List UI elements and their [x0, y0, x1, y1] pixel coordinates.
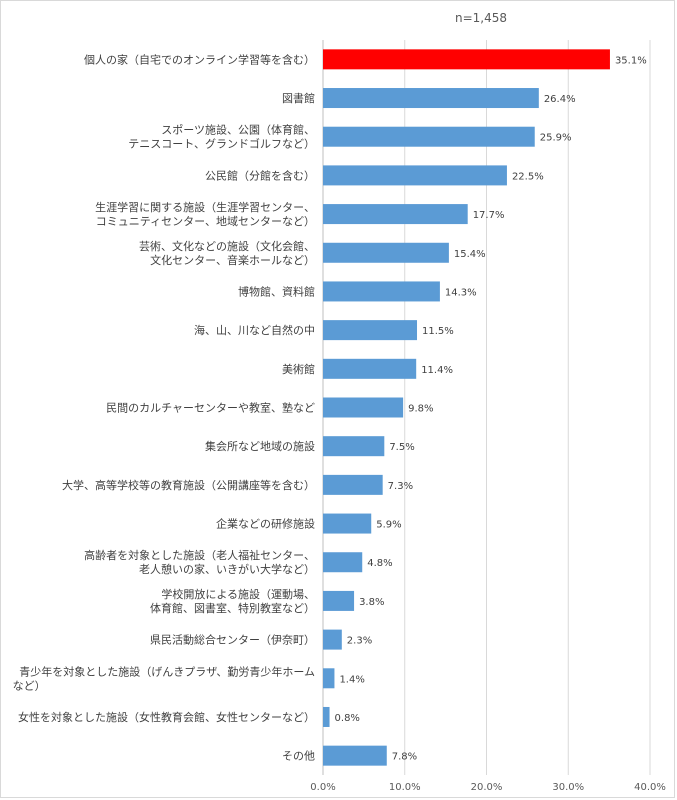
category-label: 県民活動総合センター（伊奈町） — [150, 633, 315, 647]
bar — [323, 358, 417, 379]
category-label: 生涯学習に関する施設（生涯学習センター、 — [95, 200, 315, 214]
data-label: 14.3% — [445, 287, 477, 298]
bar — [323, 745, 387, 766]
bar — [323, 397, 404, 418]
bar — [323, 204, 468, 225]
category-label: スポーツ施設、公園（体育館、 — [161, 123, 315, 137]
data-label: 0.8% — [335, 713, 360, 724]
data-label: 11.5% — [422, 326, 454, 337]
bar — [323, 513, 372, 534]
bar — [323, 590, 355, 611]
data-label: 11.4% — [421, 365, 453, 376]
category-label: 民間のカルチャーセンターや教室、塾など — [106, 401, 315, 415]
category-label: 海、山、川など自然の中 — [194, 323, 315, 337]
bar — [323, 281, 440, 302]
category-label: 高齢者を対象とした施設（老人福祉センター、 — [84, 548, 315, 562]
bars — [323, 49, 610, 766]
data-label: 35.1% — [615, 55, 647, 66]
x-tick-label: 40.0% — [634, 782, 666, 793]
bar — [323, 706, 330, 727]
category-label: 個人の家（自宅でのオンライン学習等を含む） — [84, 52, 315, 66]
data-label: 7.8% — [392, 752, 417, 763]
data-label: 25.9% — [540, 133, 572, 144]
data-label: 22.5% — [512, 171, 544, 182]
bar — [323, 242, 449, 263]
category-label: コミュニティセンター、地域センターなど） — [96, 215, 315, 228]
data-label: 7.5% — [389, 442, 414, 453]
bar — [323, 436, 385, 457]
category-label: 学校開放による施設（運動場、 — [161, 587, 315, 601]
category-label: 大学、高等学校等の教育施設（公開講座等を含む） — [62, 478, 315, 492]
bar — [323, 88, 539, 109]
category-label: 芸術、文化などの施設（文化会館、 — [139, 239, 315, 253]
category-label: 体育館、図書室、特別教室など） — [150, 601, 315, 615]
x-tick-label: 0.0% — [310, 782, 335, 793]
x-tick-label: 20.0% — [471, 782, 503, 793]
category-label: 美術館 — [282, 362, 315, 376]
category-label: 集会所など地域の施設 — [205, 439, 315, 453]
category-label: 老人憩いの家、いきがい大学など） — [139, 562, 315, 576]
x-tick-label: 30.0% — [552, 782, 584, 793]
data-label: 7.3% — [388, 481, 413, 492]
data-label: 1.4% — [339, 674, 364, 685]
labels: 0.0% 10.0% 20.0% 30.0% 40.0% 35.1% 個人の家（自宅でのオン… — [13, 52, 666, 793]
data-label: 4.8% — [367, 558, 392, 569]
data-label: 26.4% — [544, 94, 576, 105]
bar — [323, 126, 535, 147]
category-label: 女性を対象とした施設（女性教育会館、女性センターなど） — [18, 710, 315, 724]
category-label: など） — [13, 679, 46, 692]
bar — [323, 49, 610, 70]
x-tick-label: 10.0% — [389, 782, 421, 793]
category-label: その他 — [282, 750, 315, 763]
bar — [323, 668, 335, 689]
bar — [323, 474, 383, 495]
bar — [323, 165, 507, 186]
category-label: テニスコート、グランドゴルフなど） — [128, 137, 315, 151]
sample-size-note: n=1,458 — [455, 11, 507, 25]
bar — [323, 552, 363, 573]
category-label: 青少年を対象とした施設（げんきプラザ、勤労青少年ホーム — [19, 664, 315, 678]
category-label: 公民館（分館を含む） — [205, 168, 315, 182]
data-label: 5.9% — [376, 520, 401, 531]
bar — [323, 320, 418, 341]
gridlines — [322, 40, 651, 775]
category-label: 文化センター、音楽ホールなど） — [150, 253, 315, 267]
data-label: 9.8% — [408, 404, 433, 415]
bar — [323, 629, 342, 650]
category-label: 図書館 — [282, 91, 315, 105]
data-label: 2.3% — [347, 636, 372, 647]
data-label: 15.4% — [454, 249, 486, 260]
category-label: 博物館、資料館 — [238, 284, 315, 298]
category-label: 企業などの研修施設 — [216, 517, 315, 531]
data-label: 3.8% — [359, 597, 384, 608]
data-label: 17.7% — [473, 210, 505, 221]
